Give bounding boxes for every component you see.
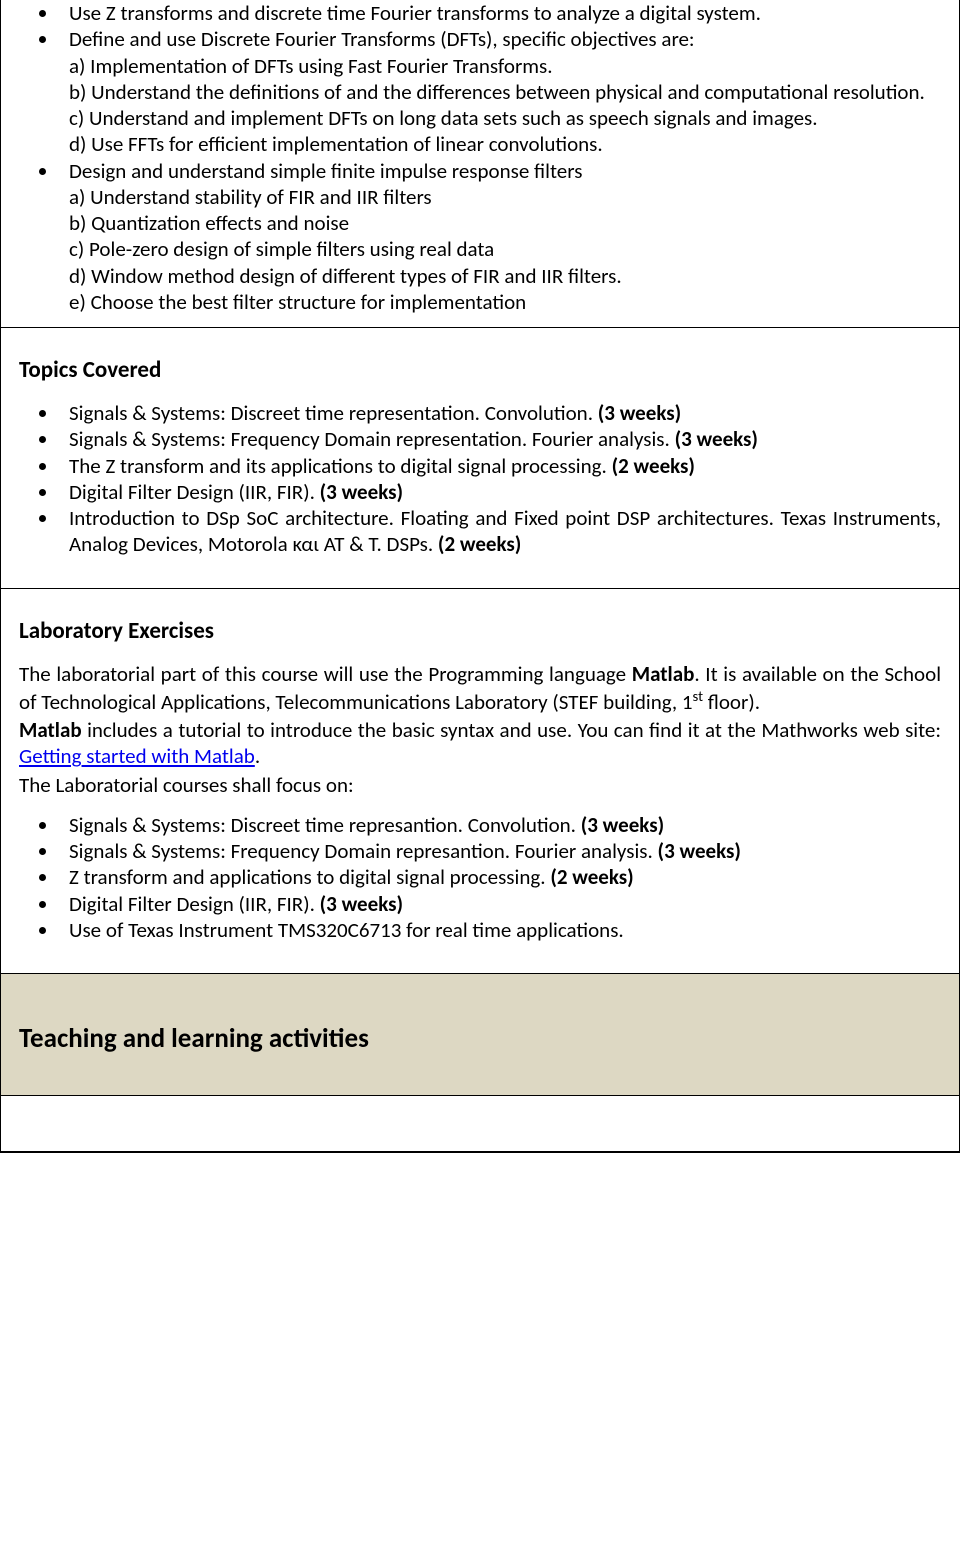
- lab-paragraph: The laboratorial part of this course wil…: [19, 661, 941, 716]
- teaching-heading: Teaching and learning activities: [19, 1022, 941, 1055]
- lab-item-text: Use of Texas Instrument TMS320C6713 for …: [69, 917, 624, 943]
- lab-item: Signals & Systems: Discreet time represa…: [59, 812, 941, 838]
- teaching-header: Teaching and learning activities: [1, 974, 959, 1096]
- lab-item-text: Signals & Systems: Frequency Domain repr…: [69, 838, 658, 864]
- objective-intro: Design and understand simple finite impu…: [69, 158, 582, 184]
- lab-bold: Matlab: [19, 717, 82, 743]
- objective-sub: a) Implementation of DFTs using Fast Fou…: [69, 53, 941, 79]
- objective-sub: d) Use FFTs for efficient implementation…: [69, 131, 941, 157]
- objective-sub: c) Pole-zero design of simple filters us…: [69, 236, 941, 262]
- objectives-list: Use Z transforms and discrete time Fouri…: [19, 0, 941, 315]
- objective-item: Design and understand simple finite impu…: [59, 158, 941, 316]
- topic-weeks: (2 weeks): [438, 531, 521, 557]
- topic-item: Digital Filter Design (IIR, FIR). (3 wee…: [59, 479, 941, 505]
- lab-item-text: Signals & Systems: Discreet time represa…: [69, 812, 581, 838]
- objective-item: Use Z transforms and discrete time Fouri…: [59, 0, 941, 26]
- lab-item: Use of Texas Instrument TMS320C6713 for …: [59, 917, 941, 943]
- objective-sub: e) Choose the best filter structure for …: [69, 289, 941, 315]
- topic-weeks: (3 weeks): [598, 400, 681, 426]
- topic-weeks: (3 weeks): [320, 479, 403, 505]
- lab-list: Signals & Systems: Discreet time represa…: [19, 812, 941, 943]
- objective-sub: b) Quantization effects and noise: [69, 210, 941, 236]
- lab-bold: Matlab: [632, 661, 695, 687]
- lab-paragraph: The Laboratorial courses shall focus on:: [19, 772, 941, 798]
- lab-item-text: Digital Filter Design (IIR, FIR).: [69, 891, 320, 917]
- empty-row: [1, 1096, 959, 1152]
- lab-text: The laboratorial part of this course wil…: [19, 661, 632, 687]
- topic-item: Introduction to DSp SoC architecture. Fl…: [59, 505, 941, 558]
- lab-item-weeks: (3 weeks): [320, 891, 403, 917]
- lab-item-text: Z transform and applications to digital …: [69, 864, 550, 890]
- lab-paragraph: Matlab includes a tutorial to introduce …: [19, 717, 941, 770]
- objective-sub: a) Understand stability of FIR and IIR f…: [69, 184, 941, 210]
- lab-text: .: [255, 743, 260, 769]
- lab-sup: st: [693, 687, 704, 705]
- lab-item-weeks: (2 weeks): [550, 864, 633, 890]
- objectives-cell: Use Z transforms and discrete time Fouri…: [1, 0, 959, 328]
- lab-cell: Laboratory Exercises The laboratorial pa…: [1, 589, 959, 975]
- topic-item: Signals & Systems: Discreet time represe…: [59, 400, 941, 426]
- topics-list: Signals & Systems: Discreet time represe…: [19, 400, 941, 558]
- topic-text: Signals & Systems: Discreet time represe…: [69, 400, 598, 426]
- objective-sub: d) Window method design of different typ…: [69, 263, 941, 289]
- objective-sub: c) Understand and implement DFTs on long…: [69, 105, 941, 131]
- topic-text: Signals & Systems: Frequency Domain repr…: [69, 426, 675, 452]
- lab-text: floor).: [703, 689, 760, 715]
- lab-item: Signals & Systems: Frequency Domain repr…: [59, 838, 941, 864]
- topic-weeks: (3 weeks): [675, 426, 758, 452]
- topic-item: Signals & Systems: Frequency Domain repr…: [59, 426, 941, 452]
- lab-heading: Laboratory Exercises: [19, 617, 941, 645]
- lab-item-weeks: (3 weeks): [581, 812, 664, 838]
- topic-text: The Z transform and its applications to …: [69, 453, 612, 479]
- topic-item: The Z transform and its applications to …: [59, 453, 941, 479]
- matlab-link[interactable]: Getting started with Matlab: [19, 743, 255, 769]
- objective-item: Define and use Discrete Fourier Transfor…: [59, 26, 941, 157]
- topic-text: Digital Filter Design (IIR, FIR).: [69, 479, 320, 505]
- objective-sub: b) Understand the definitions of and the…: [69, 79, 941, 105]
- lab-text: includes a tutorial to introduce the bas…: [82, 717, 941, 743]
- lab-item: Digital Filter Design (IIR, FIR). (3 wee…: [59, 891, 941, 917]
- topics-heading: Topics Covered: [19, 356, 941, 384]
- document-page: Use Z transforms and discrete time Fouri…: [0, 0, 960, 1153]
- topics-cell: Topics Covered Signals & Systems: Discre…: [1, 328, 959, 589]
- lab-item-weeks: (3 weeks): [658, 838, 741, 864]
- objective-intro: Define and use Discrete Fourier Transfor…: [69, 26, 695, 52]
- lab-item: Z transform and applications to digital …: [59, 864, 941, 890]
- topic-weeks: (2 weeks): [612, 453, 695, 479]
